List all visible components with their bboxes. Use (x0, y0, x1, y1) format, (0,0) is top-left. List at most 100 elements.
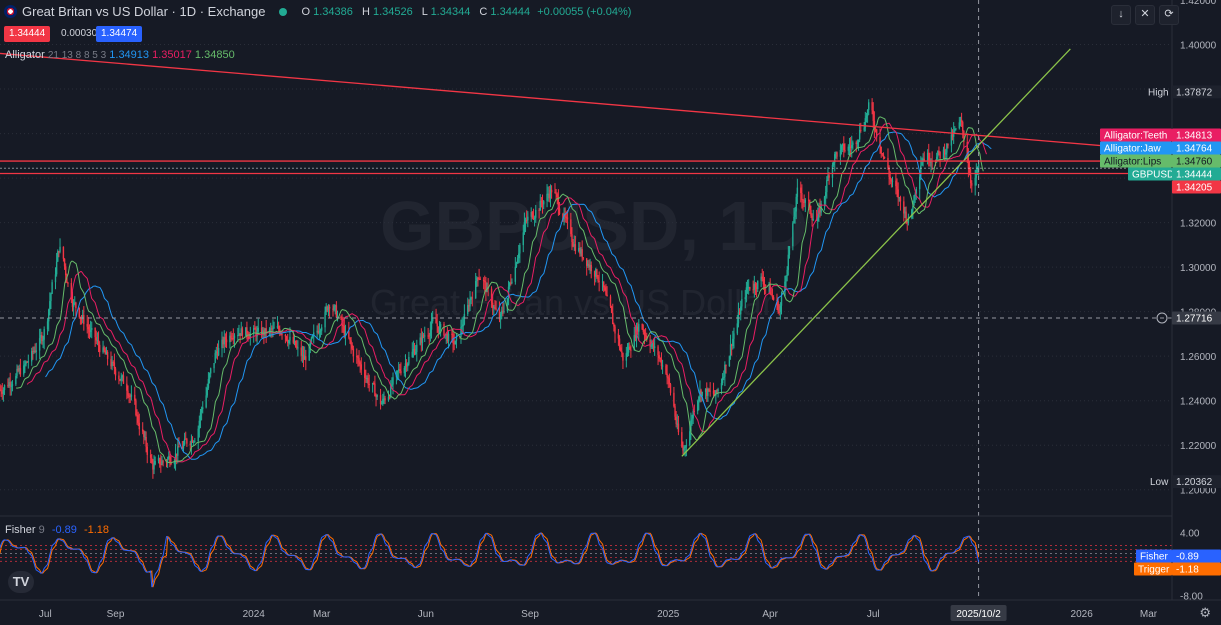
candle-body (376, 395, 378, 397)
candle-body (368, 384, 370, 386)
candle-body (912, 205, 914, 210)
candle-body (357, 356, 359, 359)
symbol-name-tag-bg (1128, 167, 1172, 181)
symbol-name-tag: GBPUSD (1132, 170, 1174, 181)
refresh-icon[interactable]: ⟳ (1159, 5, 1179, 25)
candle-body (659, 358, 662, 360)
spread-value: 0.00030 (61, 28, 98, 39)
symbol-title[interactable]: Great Britan vs US Dollar · 1D · Exchang… (22, 4, 266, 19)
candle-body (706, 388, 708, 396)
candle-body (696, 401, 699, 412)
candle-body (344, 331, 347, 336)
candle-body (498, 309, 501, 320)
series-value-tag-bg (1172, 128, 1221, 142)
candle-body (399, 369, 401, 372)
candle-body (263, 330, 265, 335)
candle-body (31, 351, 33, 362)
candle-body (375, 396, 377, 398)
gear-icon[interactable]: ⚙ (1199, 605, 1211, 620)
collapse-icon[interactable]: ✕ (1135, 5, 1155, 25)
candle-body (609, 296, 612, 307)
x-tick-label: Mar (1140, 609, 1158, 620)
candle-body (807, 199, 810, 201)
candle-body (564, 213, 566, 217)
candle-body (693, 410, 695, 412)
candle-body (379, 395, 382, 405)
candle-body (625, 353, 628, 361)
fisher-legend[interactable]: Fisher 9 -0.89 -1.18 (5, 524, 110, 536)
candle-body (23, 365, 25, 375)
candle-body (303, 356, 306, 360)
candle-body (430, 321, 433, 330)
candle-body (650, 345, 652, 347)
candle-body (340, 317, 342, 319)
candle-body (555, 192, 557, 195)
candle-body (7, 385, 9, 387)
price-axis-bg (1172, 0, 1221, 600)
candle-body (493, 307, 495, 309)
candle-body (951, 134, 954, 137)
candle-body (80, 318, 83, 320)
sell-price-button[interactable]: 1.34444 (4, 26, 51, 42)
candle-body (963, 130, 965, 143)
candle-body (121, 375, 124, 378)
candle-body (646, 336, 648, 340)
buy-price-button[interactable]: 1.34474 (96, 26, 143, 42)
candle-body (754, 283, 757, 288)
candle-body (855, 142, 857, 144)
low-label: Low (1150, 477, 1169, 488)
candle-body (405, 363, 408, 367)
candle-body (9, 382, 11, 386)
candle-body (429, 329, 432, 336)
candle-body (828, 175, 830, 178)
candle-body (470, 297, 472, 300)
candle-body (849, 146, 852, 148)
arrow-down-icon[interactable]: ↓ (1111, 5, 1131, 25)
candle-body (522, 232, 524, 246)
candle-body (446, 333, 449, 342)
candle-body (288, 340, 290, 344)
support-trendline (681, 48, 1071, 457)
crosshair-price-tag: 1.27716 (1176, 313, 1213, 324)
candle-body (280, 333, 282, 335)
candle-body (447, 333, 450, 342)
candle-body (627, 346, 630, 353)
candle-body (617, 333, 620, 339)
candle-body (87, 326, 90, 330)
candle-body (313, 332, 315, 336)
candle-body (692, 410, 694, 419)
candle-body (863, 127, 865, 131)
candle-body (62, 246, 65, 259)
candle-body (796, 187, 799, 197)
candle-body (865, 116, 868, 119)
candle-body (462, 324, 464, 327)
candle-body (926, 152, 929, 161)
candle-body (873, 120, 876, 130)
candle-body (762, 278, 765, 285)
candle-body (721, 377, 724, 384)
candle-body (812, 219, 814, 221)
candle-body (904, 211, 906, 214)
candle-body (198, 420, 201, 429)
candle-body (8, 382, 10, 387)
change-value: +0.00055 (+0.04%) (537, 5, 632, 18)
candle-body (277, 326, 280, 330)
candle-body (747, 286, 750, 288)
candle-body (342, 324, 344, 326)
alligator-legend[interactable]: Alligator 21 13 8 8 5 3 1.34913 1.35017 … (5, 49, 235, 61)
fisher-tick-label: 4.00 (1180, 528, 1200, 539)
alligator-lips-value: 1.34850 (194, 49, 235, 61)
series-name-tag-bg (1100, 141, 1172, 155)
candle-body (898, 197, 901, 199)
candle-body (921, 161, 923, 166)
series-name-tag: Alligator:Jaw (1104, 144, 1161, 155)
tradingview-logo[interactable]: TV (8, 571, 34, 593)
candle-body (41, 335, 43, 342)
candle-body (216, 351, 219, 356)
candle-body (634, 335, 637, 338)
candle-body (938, 150, 940, 152)
candle-body (897, 189, 899, 198)
candle-body (478, 278, 480, 280)
candle-body (571, 234, 573, 243)
